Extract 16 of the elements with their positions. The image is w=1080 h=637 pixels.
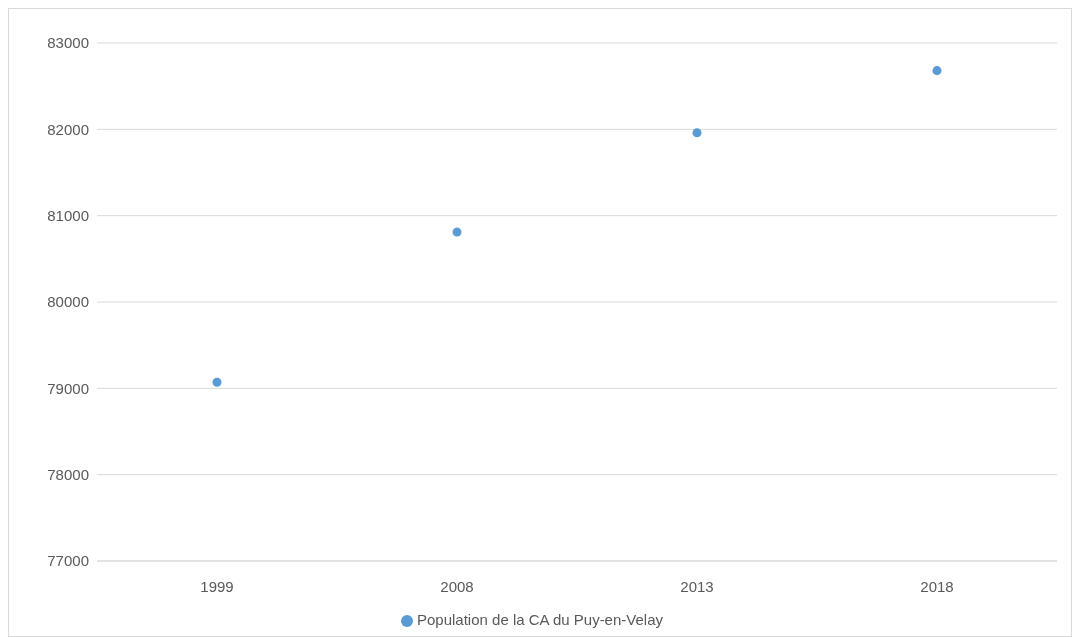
point <box>212 377 222 387</box>
y-tick-label: 80000 <box>47 293 89 311</box>
y-tick-label: 78000 <box>47 465 89 483</box>
y-tick-label: 82000 <box>47 120 89 138</box>
y-tick-label: 83000 <box>47 34 89 52</box>
x-tick-label: 2013 <box>680 577 714 595</box>
x-tick-label: 2008 <box>440 577 474 595</box>
point <box>932 66 942 76</box>
point <box>452 227 462 237</box>
y-tick-label: 81000 <box>47 206 89 224</box>
x-tick-label: 1999 <box>200 577 234 595</box>
x-tick-label: 2018 <box>920 577 954 595</box>
point <box>692 128 702 138</box>
legend-label: Population de la CA du Puy-en-Velay <box>417 611 663 628</box>
y-tick-label: 77000 <box>47 552 89 570</box>
y-tick-label: 79000 <box>47 379 89 397</box>
